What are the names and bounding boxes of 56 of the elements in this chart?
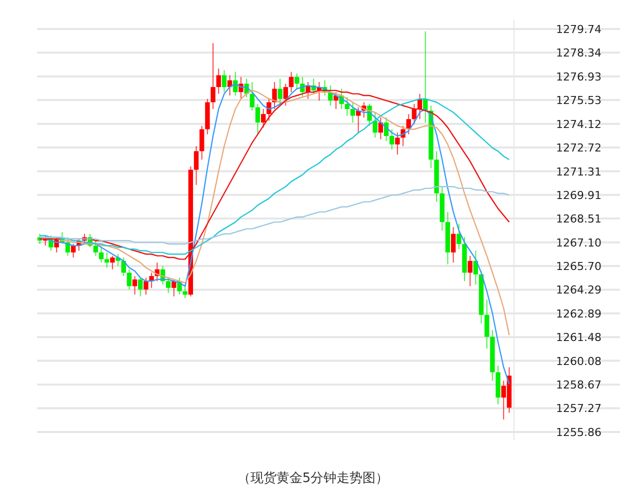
candlestick bbox=[283, 83, 288, 106]
candlestick bbox=[300, 76, 305, 98]
y-tick-label: 1269.91 bbox=[556, 188, 602, 202]
y-tick-label: 1276.93 bbox=[556, 70, 602, 84]
candlestick bbox=[98, 246, 104, 264]
y-tick-label: 1265.70 bbox=[556, 260, 602, 273]
candlestick bbox=[194, 146, 199, 186]
candlestick bbox=[344, 96, 350, 116]
candlestick bbox=[260, 108, 266, 128]
candlestick bbox=[210, 42, 216, 110]
candlestick bbox=[255, 103, 260, 135]
candlestick bbox=[250, 81, 254, 112]
candlestick bbox=[238, 76, 244, 100]
candlestick bbox=[484, 299, 490, 350]
candlestick bbox=[132, 276, 138, 296]
candlestick bbox=[126, 268, 132, 290]
y-tick-label: 1271.31 bbox=[556, 165, 602, 178]
candlestick bbox=[104, 252, 110, 268]
y-tick-label: 1261.48 bbox=[556, 331, 602, 344]
candlestick bbox=[390, 128, 394, 150]
candlestick bbox=[182, 284, 188, 299]
candlestick bbox=[93, 240, 98, 256]
candlestick bbox=[166, 277, 171, 294]
y-tick-label: 1258.67 bbox=[556, 378, 602, 392]
candlestick bbox=[272, 81, 277, 110]
candlestick bbox=[222, 70, 227, 93]
y-tick-label: 1267.10 bbox=[556, 236, 602, 250]
candlestick bbox=[200, 125, 204, 160]
y-tick-label: 1257.27 bbox=[556, 402, 602, 416]
candlestick bbox=[468, 255, 472, 287]
y-tick-label: 1260.08 bbox=[556, 354, 602, 368]
y-tick-label: 1272.72 bbox=[556, 141, 602, 154]
candlestick bbox=[144, 277, 148, 296]
text: （现货黄金5分钟走势图） bbox=[237, 471, 389, 486]
candlestick bbox=[138, 277, 143, 297]
y-tick-label: 1279.74 bbox=[556, 23, 602, 36]
candlestick bbox=[294, 73, 300, 90]
candlestick bbox=[456, 223, 462, 250]
candlestick bbox=[350, 102, 356, 123]
candlestick bbox=[110, 255, 115, 270]
candlestick bbox=[278, 78, 282, 104]
candlestick bbox=[172, 278, 176, 297]
candlestick bbox=[450, 226, 456, 264]
candlestick bbox=[288, 71, 294, 93]
candlestick bbox=[216, 68, 221, 94]
y-tick-label: 1278.34 bbox=[556, 46, 602, 60]
y-tick-label: 1264.29 bbox=[556, 284, 602, 297]
y-tick-label: 1268.51 bbox=[556, 212, 602, 226]
candlestick bbox=[395, 132, 400, 156]
candlestick bbox=[266, 98, 272, 122]
y-tick-label: 1275.53 bbox=[556, 94, 602, 108]
candlestick bbox=[149, 272, 154, 288]
y-tick-label: 1262.89 bbox=[556, 307, 602, 320]
candlestick bbox=[372, 112, 378, 138]
y-tick-label: 1274.12 bbox=[556, 118, 602, 131]
y-tick-label: 1255.86 bbox=[556, 426, 602, 439]
